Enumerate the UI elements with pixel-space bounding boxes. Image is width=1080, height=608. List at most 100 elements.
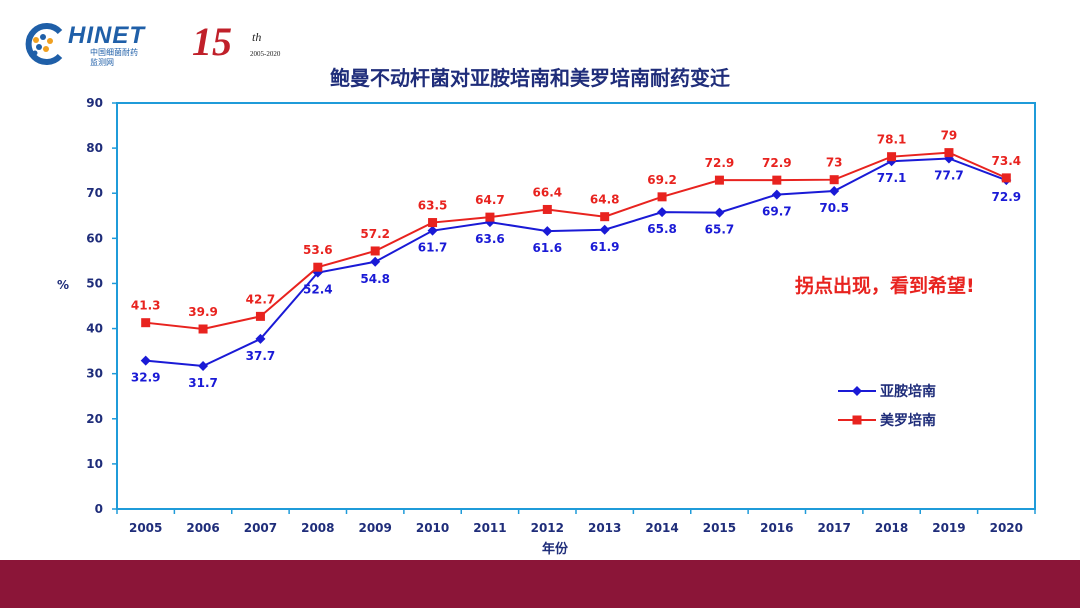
data-point <box>772 175 782 185</box>
data-point <box>428 218 438 228</box>
logo-subtitle-2: 监测网 <box>90 58 114 67</box>
data-label: 65.8 <box>647 222 677 236</box>
data-point <box>198 324 208 334</box>
legend-label: 美罗培南 <box>880 412 936 429</box>
data-point <box>255 311 265 321</box>
data-label: 63.5 <box>418 199 448 213</box>
y-tick-label: 30 <box>86 367 103 381</box>
data-label: 54.8 <box>360 272 390 286</box>
data-point <box>542 226 553 237</box>
data-point <box>485 212 495 222</box>
x-tick-label: 2007 <box>244 521 277 535</box>
data-label: 66.4 <box>533 185 563 199</box>
x-tick-label: 2019 <box>932 521 965 535</box>
data-label: 41.3 <box>131 299 161 313</box>
data-point <box>657 207 668 218</box>
anniversary-years: 2005-2020 <box>250 50 281 58</box>
data-label: 78.1 <box>877 133 907 147</box>
data-label: 70.5 <box>819 201 849 215</box>
x-tick-label: 2016 <box>760 521 793 535</box>
data-label: 69.2 <box>647 173 677 187</box>
y-axis: 0 10 20 30 40 50 60 70 80 90 <box>86 96 117 516</box>
data-label: 64.8 <box>590 193 620 207</box>
data-label: 53.6 <box>303 243 333 257</box>
data-point <box>198 360 209 371</box>
series-line <box>145 151 1007 331</box>
x-tick-label: 2014 <box>645 521 678 535</box>
data-label: 69.7 <box>762 205 792 219</box>
data-label: 73.4 <box>992 154 1022 168</box>
y-tick-label: 10 <box>86 457 103 471</box>
anniversary-suffix: th <box>252 30 262 44</box>
y-tick-label: 0 <box>95 502 103 516</box>
data-label: 63.6 <box>475 232 505 246</box>
data-label: 32.9 <box>131 371 161 385</box>
y-tick-label: 60 <box>86 231 103 245</box>
chart-title: 鲍曼不动杆菌对亚胺培南和美罗培南耐药变迁 <box>330 66 730 90</box>
data-label: 61.7 <box>418 241 448 255</box>
x-tick-label: 2012 <box>531 521 564 535</box>
data-point <box>714 175 724 185</box>
data-label: 65.7 <box>705 223 735 237</box>
x-tick-label: 2010 <box>416 521 449 535</box>
data-point <box>829 185 840 196</box>
data-point <box>313 262 323 272</box>
x-tick-label: 2006 <box>186 521 219 535</box>
x-tick-label: 2015 <box>703 521 736 535</box>
legend-item: 亚胺培南 <box>838 383 936 400</box>
y-tick-label: 90 <box>86 96 103 110</box>
legend-marker <box>852 386 862 396</box>
data-label: 61.9 <box>590 240 620 254</box>
y-tick-label: 20 <box>86 412 103 426</box>
y-tick-label: 70 <box>86 186 103 200</box>
chinet-logo: HINET 中国细菌耐药 监测网 <box>22 20 182 70</box>
data-point <box>599 224 610 235</box>
line-chart: 0 10 20 30 40 50 60 70 80 90 2005 2006 2007 2008 2009… <box>57 96 1036 557</box>
data-label: 64.7 <box>475 193 505 207</box>
x-tick-label: 2020 <box>990 521 1023 535</box>
data-label: 77.1 <box>877 171 907 185</box>
legend-label: 亚胺培南 <box>880 383 936 400</box>
data-point <box>714 207 725 218</box>
logo-wordmark: HINET <box>68 22 145 49</box>
chinet-logo-icon <box>25 23 63 65</box>
y-tick-label: 80 <box>86 141 103 155</box>
data-point <box>427 225 438 236</box>
y-tick-label: 40 <box>86 322 103 336</box>
x-tick-label: 2018 <box>875 521 908 535</box>
y-axis-label: % <box>57 278 69 292</box>
footer-band <box>0 560 1080 608</box>
data-point <box>370 246 380 256</box>
x-axis: 2005 2006 2007 2008 2009 2010 2011 2012 2013 2014… <box>116 509 1036 535</box>
x-axis-label: 年份 <box>542 541 569 557</box>
x-tick-label: 2011 <box>473 521 506 535</box>
data-label: 52.4 <box>303 283 333 297</box>
y-tick-label: 50 <box>86 276 103 290</box>
x-tick-label: 2009 <box>358 521 391 535</box>
data-point <box>140 355 151 366</box>
data-label: 61.6 <box>533 241 563 255</box>
legend-item: 美罗培南 <box>838 412 936 429</box>
data-label: 57.2 <box>360 227 390 241</box>
data-point <box>944 148 954 158</box>
anniversary-badge: 15 th 2005-2020 <box>190 18 300 70</box>
data-point <box>542 204 552 214</box>
data-label: 77.7 <box>934 168 964 182</box>
series-line <box>145 157 1007 368</box>
series-layer: 32.9 31.7 37.7 52.4 54.8 61.7 63.6 61.6 61.9 65.8… <box>131 129 1021 390</box>
data-point <box>887 152 897 162</box>
x-tick-label: 2005 <box>129 521 162 535</box>
data-point <box>370 256 381 267</box>
data-label: 39.9 <box>188 305 218 319</box>
data-point <box>771 189 782 200</box>
x-tick-label: 2013 <box>588 521 621 535</box>
series-1: 32.9 31.7 37.7 52.4 54.8 61.7 63.6 61.6 61.9 65.8… <box>131 153 1021 390</box>
logo-subtitle-1: 中国细菌耐药 <box>90 48 138 57</box>
data-label: 42.7 <box>246 292 276 306</box>
data-label: 31.7 <box>188 376 218 390</box>
data-point <box>600 212 610 222</box>
data-label: 73 <box>826 156 843 170</box>
chart-annotation: 拐点出现，看到希望! <box>795 275 975 297</box>
data-point <box>255 333 266 344</box>
